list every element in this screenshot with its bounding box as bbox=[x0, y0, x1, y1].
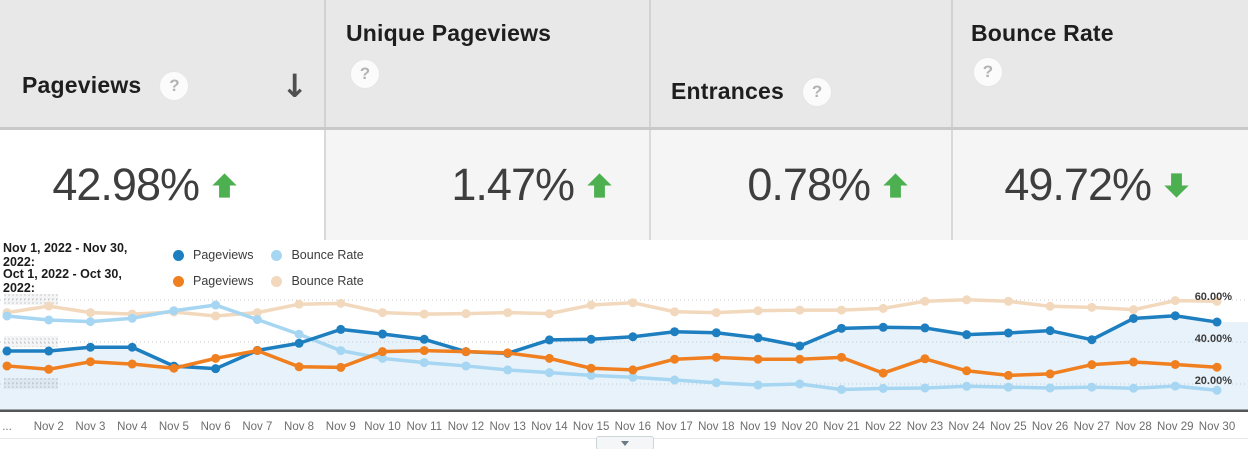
metric-value: 49.72% bbox=[1004, 159, 1152, 210]
x-axis-label: Nov 4 bbox=[117, 421, 148, 433]
legend-date-range: Nov 1, 2022 - Nov 30, 2022: bbox=[3, 241, 128, 269]
x-axis-label: Nov 26 bbox=[1031, 421, 1069, 433]
series-name: Bounce Rate bbox=[291, 248, 364, 262]
legend-item-oct-pageviews: Pageviews bbox=[173, 274, 253, 288]
legend-item-nov-bounce-rate: Bounce Rate bbox=[271, 248, 364, 262]
x-axis-label: Nov 30 bbox=[1198, 421, 1236, 433]
x-axis-label: Nov 10 bbox=[364, 421, 401, 433]
metrics-table: Pageviews ? ↓ Unique Pageviews ? Entranc… bbox=[0, 0, 1248, 240]
column-label: Unique Pageviews bbox=[346, 20, 552, 46]
x-axis-labels: ... Nov 2 Nov 3 Nov 4 Nov 5 Nov 6 Nov 7 Nov 8 No… bbox=[0, 414, 1248, 439]
x-axis-label: Nov 11 bbox=[406, 421, 443, 433]
metric-value: 0.78% bbox=[747, 159, 871, 210]
x-axis-label: Nov 8 bbox=[284, 421, 315, 433]
series-dot-icon bbox=[271, 275, 283, 287]
x-axis-label: Nov 13 bbox=[489, 421, 526, 433]
y-axis-tick-label: 20.00% bbox=[1195, 375, 1233, 387]
series-dot-icon bbox=[173, 249, 184, 261]
series-name: Pageviews bbox=[193, 248, 254, 262]
metrics-header-row: Pageviews ? ↓ Unique Pageviews ? Entranc… bbox=[0, 0, 1248, 130]
x-axis-label: Nov 9 bbox=[325, 421, 356, 433]
x-axis: ... Nov 2 Nov 3 Nov 4 Nov 5 Nov 6 Nov 7 Nov 8 No… bbox=[0, 414, 1248, 449]
series-name: Pageviews bbox=[193, 274, 254, 288]
series-name: Bounce Rate bbox=[291, 274, 364, 288]
x-axis-label: Nov 20 bbox=[781, 421, 818, 433]
column-header-unique-pageviews[interactable]: Unique Pageviews ? bbox=[326, 0, 651, 127]
trend-chart: 60.00% 40.00% 20.00% bbox=[0, 290, 1248, 414]
metric-value-bounce-rate: 49.72% bbox=[953, 130, 1248, 240]
legend-item-oct-bounce-rate: Bounce Rate bbox=[271, 274, 364, 288]
x-axis-label: Nov 18 bbox=[698, 421, 735, 433]
sort-descending-icon[interactable]: ↓ bbox=[281, 66, 308, 105]
chart-legend: Nov 1, 2022 - Nov 30, 2022: Pageviews Bo… bbox=[0, 240, 1248, 295]
chevron-down-icon bbox=[621, 440, 629, 446]
x-axis-label: Nov 12 bbox=[447, 421, 485, 433]
help-icon[interactable]: ? bbox=[159, 70, 190, 101]
x-axis-label: Nov 21 bbox=[823, 421, 860, 433]
trend-down-icon bbox=[1164, 172, 1189, 198]
x-axis-label: Nov 14 bbox=[531, 421, 568, 433]
column-header-pageviews[interactable]: Pageviews ? ↓ bbox=[0, 0, 326, 127]
metric-value-pageviews: 42.98% bbox=[0, 130, 326, 240]
series-dot-icon bbox=[271, 249, 283, 261]
axis-expander-button[interactable] bbox=[596, 436, 654, 449]
help-icon[interactable]: ? bbox=[973, 57, 1003, 87]
x-axis-label: Nov 5 bbox=[158, 421, 189, 433]
x-axis-label: Nov 25 bbox=[990, 421, 1027, 433]
column-header-entrances[interactable]: Entrances ? bbox=[651, 0, 953, 127]
legend-row-current-period: Nov 1, 2022 - Nov 30, 2022: Pageviews Bo… bbox=[0, 241, 1248, 269]
column-label: Bounce Rate bbox=[971, 20, 1114, 46]
metrics-value-row: 42.98% 1.47% 0.78% 49.72% bbox=[0, 130, 1248, 240]
trend-up-icon bbox=[587, 172, 612, 198]
column-label: Pageviews bbox=[22, 72, 142, 98]
y-axis-tick-label: 60.00% bbox=[1195, 291, 1233, 303]
x-axis-label: Nov 28 bbox=[1115, 421, 1152, 433]
trend-chart-svg: 60.00% 40.00% 20.00% bbox=[0, 291, 1248, 412]
x-axis-label: Nov 7 bbox=[242, 421, 273, 433]
metric-value: 1.47% bbox=[451, 159, 575, 210]
help-icon[interactable]: ? bbox=[802, 76, 833, 107]
legend-item-nov-pageviews: Pageviews bbox=[173, 248, 253, 262]
x-axis-label: ... bbox=[2, 421, 12, 433]
metric-value-unique-pageviews: 1.47% bbox=[326, 130, 651, 240]
x-axis-label: Nov 22 bbox=[864, 421, 902, 433]
metric-value-entrances: 0.78% bbox=[651, 130, 953, 240]
trend-up-icon bbox=[212, 172, 237, 198]
series-dot-icon bbox=[173, 275, 184, 287]
help-icon[interactable]: ? bbox=[350, 59, 380, 89]
legend-date-range: Oct 1, 2022 - Oct 30, 2022: bbox=[3, 267, 122, 295]
x-axis-label: Nov 19 bbox=[739, 421, 777, 433]
legend-row-previous-period: Oct 1, 2022 - Oct 30, 2022: Pageviews Bo… bbox=[0, 267, 1248, 295]
trend-up-icon bbox=[883, 172, 908, 198]
x-axis-label: Nov 3 bbox=[75, 421, 106, 433]
x-axis-label: Nov 23 bbox=[906, 421, 944, 433]
x-axis-label: Nov 16 bbox=[614, 421, 652, 433]
y-axis-tick-label: 40.00% bbox=[1195, 333, 1233, 345]
x-axis-label: Nov 6 bbox=[200, 421, 231, 433]
column-header-bounce-rate[interactable]: Bounce Rate ? bbox=[953, 0, 1248, 127]
x-axis-label: Nov 24 bbox=[948, 421, 985, 433]
x-axis-label: Nov 17 bbox=[656, 421, 693, 433]
column-label: Entrances bbox=[671, 78, 785, 104]
x-axis-label: Nov 29 bbox=[1157, 421, 1194, 433]
metric-value: 42.98% bbox=[52, 159, 200, 210]
x-axis-label: Nov 27 bbox=[1073, 421, 1111, 433]
x-axis-label: Nov 15 bbox=[572, 421, 610, 433]
x-axis-label: Nov 2 bbox=[33, 421, 64, 433]
